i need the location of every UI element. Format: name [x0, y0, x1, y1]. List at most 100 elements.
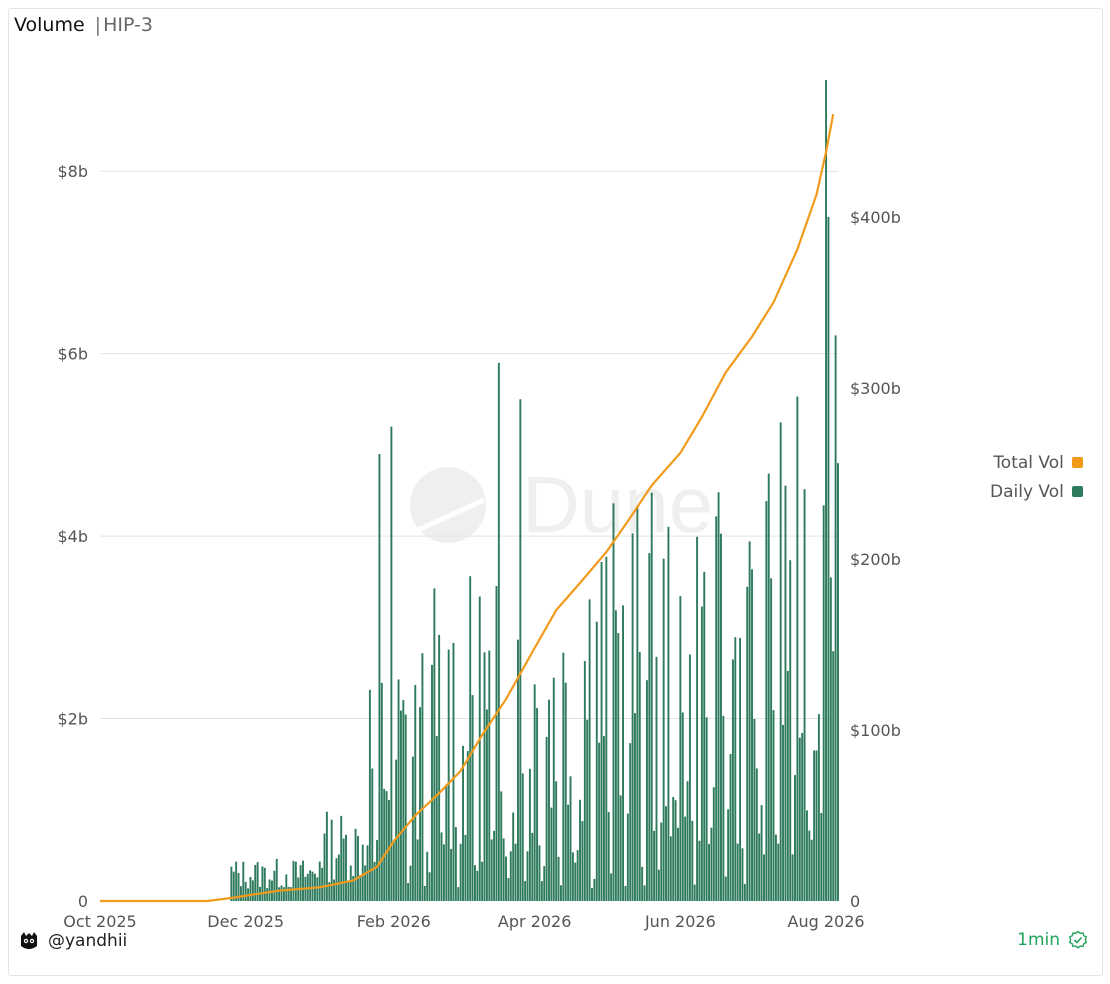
daily-vol-bar[interactable]: [619, 795, 622, 901]
daily-vol-bar[interactable]: [593, 878, 596, 901]
daily-vol-bar[interactable]: [442, 844, 445, 901]
daily-vol-bar[interactable]: [822, 505, 825, 901]
daily-vol-bar[interactable]: [825, 80, 828, 901]
daily-vol-bar[interactable]: [550, 807, 553, 901]
daily-vol-bar[interactable]: [586, 719, 589, 901]
daily-vol-bar[interactable]: [230, 866, 233, 901]
daily-vol-bar[interactable]: [395, 759, 398, 901]
daily-vol-bar[interactable]: [614, 610, 617, 901]
daily-vol-bar[interactable]: [261, 866, 264, 901]
daily-vol-bar[interactable]: [794, 775, 796, 901]
daily-vol-bar[interactable]: [454, 827, 457, 901]
daily-vol-bar[interactable]: [290, 887, 293, 901]
daily-vol-bar[interactable]: [538, 845, 541, 901]
daily-vol-bar[interactable]: [605, 556, 608, 901]
daily-vol-bar[interactable]: [557, 856, 560, 901]
daily-vol-bar[interactable]: [299, 865, 302, 901]
daily-vol-bar[interactable]: [758, 833, 761, 901]
daily-vol-bar[interactable]: [560, 885, 562, 901]
daily-vol-bar[interactable]: [397, 679, 400, 901]
daily-vol-bar[interactable]: [765, 501, 768, 901]
daily-vol-bar[interactable]: [237, 873, 240, 901]
daily-vol-bar[interactable]: [698, 840, 701, 901]
daily-vol-bar[interactable]: [390, 426, 393, 901]
daily-vol-bar[interactable]: [789, 560, 792, 901]
daily-vol-bar[interactable]: [667, 526, 670, 901]
daily-vol-bar[interactable]: [791, 854, 794, 901]
daily-vol-bar[interactable]: [686, 781, 689, 901]
daily-vol-bar[interactable]: [292, 860, 295, 901]
daily-vol-bar[interactable]: [404, 714, 407, 901]
daily-vol-bar[interactable]: [662, 558, 665, 901]
daily-vol-bar[interactable]: [817, 714, 820, 901]
daily-vol-bar[interactable]: [457, 887, 460, 901]
daily-vol-bar[interactable]: [626, 813, 629, 901]
daily-vol-bar[interactable]: [490, 839, 493, 901]
daily-vol-bar[interactable]: [392, 841, 395, 901]
daily-vol-bar[interactable]: [564, 682, 567, 901]
daily-vol-bar[interactable]: [739, 637, 742, 901]
daily-vol-bar[interactable]: [648, 553, 651, 901]
daily-vol-bar[interactable]: [681, 712, 684, 901]
daily-vol-bar[interactable]: [576, 850, 579, 901]
daily-vol-bar[interactable]: [806, 810, 808, 901]
daily-vol-bar[interactable]: [763, 854, 765, 901]
daily-vol-bar[interactable]: [634, 713, 636, 901]
daily-vol-bar[interactable]: [323, 833, 326, 901]
daily-vol-bar[interactable]: [622, 605, 624, 901]
daily-vol-bar[interactable]: [337, 854, 340, 902]
author-credit[interactable]: @yandhii: [18, 930, 127, 952]
daily-vol-bar[interactable]: [325, 811, 328, 901]
daily-vol-bar[interactable]: [724, 876, 727, 901]
daily-vol-bar[interactable]: [359, 875, 362, 901]
daily-vol-bar[interactable]: [452, 642, 455, 901]
daily-vol-bar[interactable]: [249, 877, 252, 901]
daily-vol-bar[interactable]: [311, 871, 314, 901]
daily-vol-bar[interactable]: [705, 717, 708, 901]
daily-vol-bar[interactable]: [505, 856, 507, 901]
daily-vol-bar[interactable]: [645, 680, 648, 901]
daily-vol-bar[interactable]: [445, 784, 448, 901]
daily-vol-bar[interactable]: [638, 651, 641, 901]
daily-vol-bar[interactable]: [380, 682, 383, 901]
daily-vol-bar[interactable]: [624, 886, 627, 901]
daily-vol-bar[interactable]: [373, 861, 376, 901]
daily-vol-bar[interactable]: [588, 599, 591, 901]
daily-vol-bar[interactable]: [485, 709, 488, 901]
daily-vol-bar[interactable]: [710, 827, 713, 901]
daily-vol-bar[interactable]: [474, 865, 476, 901]
daily-vol-bar[interactable]: [540, 881, 543, 901]
daily-vol-bar[interactable]: [674, 800, 677, 901]
daily-vol-bar[interactable]: [631, 533, 634, 901]
daily-vol-bar[interactable]: [268, 879, 271, 901]
daily-vol-bar[interactable]: [517, 639, 519, 901]
daily-vol-bar[interactable]: [280, 885, 283, 901]
daily-vol-bar[interactable]: [600, 561, 603, 901]
daily-vol-bar[interactable]: [595, 621, 598, 901]
daily-vol-bar[interactable]: [285, 874, 288, 901]
daily-vol-bar[interactable]: [591, 887, 593, 901]
daily-vol-bar[interactable]: [254, 864, 257, 901]
daily-vol-bar[interactable]: [734, 637, 737, 901]
daily-vol-bar[interactable]: [447, 649, 450, 901]
daily-vol-bar[interactable]: [760, 805, 763, 901]
daily-vol-bar[interactable]: [746, 586, 749, 901]
daily-vol-bar[interactable]: [512, 812, 515, 901]
daily-vol-bar[interactable]: [376, 839, 378, 901]
daily-vol-bar[interactable]: [378, 454, 381, 901]
daily-vol-bar[interactable]: [741, 848, 744, 901]
daily-vol-bar[interactable]: [435, 735, 438, 901]
daily-vol-bar[interactable]: [471, 695, 474, 901]
daily-vol-bar[interactable]: [784, 485, 787, 901]
daily-vol-bar[interactable]: [256, 862, 259, 901]
daily-vol-bar[interactable]: [521, 773, 524, 901]
daily-vol-bar[interactable]: [796, 396, 799, 901]
daily-vol-bar[interactable]: [779, 422, 782, 901]
daily-vol-bar[interactable]: [774, 834, 777, 901]
daily-vol-bar[interactable]: [598, 742, 601, 901]
daily-vol-bar[interactable]: [275, 858, 278, 901]
daily-vol-bar[interactable]: [569, 776, 572, 901]
daily-vol-bar[interactable]: [722, 715, 725, 901]
daily-vol-bar[interactable]: [552, 677, 555, 901]
daily-vol-bar[interactable]: [433, 588, 436, 901]
